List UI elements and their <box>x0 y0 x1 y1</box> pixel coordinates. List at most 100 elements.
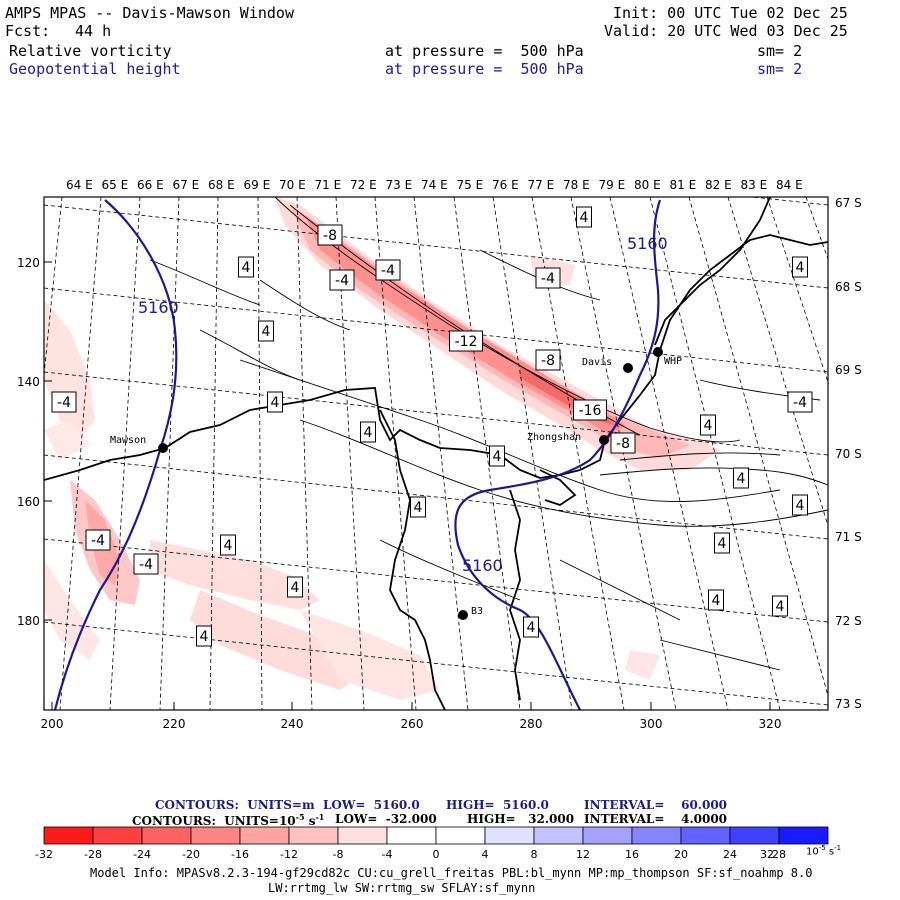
longitude-label: 68 E <box>208 178 235 192</box>
vorticity-label: 4 <box>360 421 376 443</box>
vorticity-label-text: 4 <box>712 593 721 609</box>
longitude-label: 65 E <box>101 178 129 192</box>
vorticity-label-box <box>576 206 592 228</box>
height-label: 5160 <box>627 234 668 253</box>
colorbar-swatch <box>141 826 192 845</box>
colorbar-swatch <box>778 826 829 845</box>
station-whp-marker <box>653 347 663 357</box>
colorbar-swatch <box>435 826 486 845</box>
vorticity-label: 4 <box>708 589 724 611</box>
forecast-hour: 44 h <box>75 22 112 40</box>
vorticity-label-box <box>449 330 483 352</box>
field1-pressure: at pressure = 500 hPa <box>385 42 584 60</box>
vorticity-label-box <box>238 256 254 278</box>
vorticity-label-box <box>573 399 607 421</box>
station-b3-marker <box>458 610 468 620</box>
vorticity-label-box <box>410 496 426 518</box>
colorbar-label: -12 <box>280 848 298 861</box>
vorticity-label: 4 <box>700 414 716 436</box>
colorbar-swatch <box>680 826 731 845</box>
x-tick-label: 220 <box>162 717 186 731</box>
model-info-line1: Model Info: MPASv8.2.3-194-gf29cd82c CU:… <box>90 866 813 880</box>
colorbar-swatch <box>337 826 388 845</box>
colorbar-label: -8 <box>332 848 344 861</box>
axis-ticks <box>44 261 771 710</box>
station-davis: Davis <box>582 357 612 368</box>
vorticity-label: 4 <box>238 256 254 278</box>
vorticity-label-box <box>51 391 77 413</box>
vorticity-label-box <box>708 589 724 611</box>
vorticity-label: -8 <box>610 432 636 454</box>
vorticity-label-box <box>220 534 236 556</box>
vorticity-label: 4 <box>792 256 808 278</box>
colorbar-label: -32 <box>35 848 53 861</box>
vorticity-label-text: 4 <box>493 449 502 465</box>
vorticity-label-box <box>85 529 111 551</box>
vorticity-label-box <box>610 432 636 454</box>
vorticity-label-text: 4 <box>718 536 727 552</box>
height-caption: CONTOURS: UNITS=m LOW= 5160.0 <box>155 798 420 812</box>
vorticity-label: -4 <box>375 259 401 281</box>
vorticity-label: 4 <box>523 616 539 638</box>
colorbar-label: 24 <box>723 848 737 861</box>
x-tick-label: 300 <box>639 717 663 731</box>
vorticity-label-box <box>772 595 788 617</box>
vorticity-label-text: -4 <box>381 263 395 279</box>
colorbar-label: -24 <box>133 848 151 861</box>
vorticity-label-text: 4 <box>527 620 536 636</box>
colorbar-swatch <box>43 826 94 845</box>
colorbar-label: 0 <box>432 848 440 861</box>
vorticity-label: 4 <box>576 206 592 228</box>
vorticity-label-box <box>287 576 303 598</box>
colorbar-swatch <box>190 826 241 845</box>
station-b3: B3 <box>471 606 483 617</box>
latitude-lines <box>44 197 828 706</box>
latitude-label: 70 S <box>835 446 862 461</box>
vorticity-label: -8 <box>535 349 561 371</box>
chart-title: AMPS MPAS -- Davis-Mawson Window <box>5 4 294 22</box>
vorticity-label-box <box>258 320 274 342</box>
colorbar <box>43 826 829 845</box>
vorticity-label-box <box>733 467 749 489</box>
vorticity-label-text: -4 <box>793 395 807 411</box>
vorticity-label: -4 <box>787 391 813 413</box>
vorticity-label-box <box>535 349 561 371</box>
vorticity-shading <box>44 197 720 700</box>
latitude-label: 72 S <box>835 613 862 628</box>
vorticity-label: 4 <box>714 532 730 554</box>
vorticity-label: 4 <box>258 320 274 342</box>
vorticity-label-box <box>523 616 539 638</box>
longitude-label: 75 E <box>456 178 484 192</box>
vorticity-label-text: -4 <box>139 557 153 573</box>
vorticity-label-text: 4 <box>242 260 251 276</box>
field1-name: Relative vorticity <box>9 42 172 60</box>
colorbar-label: 12 <box>576 848 590 861</box>
vorticity-label-box <box>792 494 808 516</box>
vorticity-label: 4 <box>287 576 303 598</box>
longitude-label: 76 E <box>492 178 519 192</box>
field2-name: Geopotential height <box>9 60 181 78</box>
vorticity-label-text: 4 <box>796 260 805 276</box>
longitude-label: 77 E <box>527 178 555 192</box>
vorticity-label: -16 <box>573 399 607 421</box>
longitude-label: 82 E <box>705 178 732 192</box>
colorbar-label: 20 <box>674 848 688 861</box>
colorbar-swatch <box>239 826 290 845</box>
vorticity-label-box <box>133 553 159 575</box>
vorticity-label-box <box>267 391 283 413</box>
vorticity-label-text: 4 <box>737 471 746 487</box>
longitude-label: 80 E <box>634 178 661 192</box>
colorbar-label: 28 <box>772 848 786 861</box>
colorbar-swatch <box>729 826 780 845</box>
x-tick-label: 200 <box>40 717 64 731</box>
latitude-label: 73 S <box>835 697 862 711</box>
vorticity-label-text: 4 <box>224 538 233 554</box>
station-mawson: Mawson <box>110 435 146 446</box>
longitude-label: 83 E <box>740 178 768 192</box>
colorbar-swatch <box>533 826 584 845</box>
station-davis-marker <box>623 363 633 373</box>
vorticity-caption-interval: INTERVAL= 4.0000 <box>584 812 728 826</box>
colorbar-swatch <box>92 826 143 845</box>
vorticity-label: 4 <box>196 625 212 647</box>
station-mawson-marker <box>158 443 168 453</box>
